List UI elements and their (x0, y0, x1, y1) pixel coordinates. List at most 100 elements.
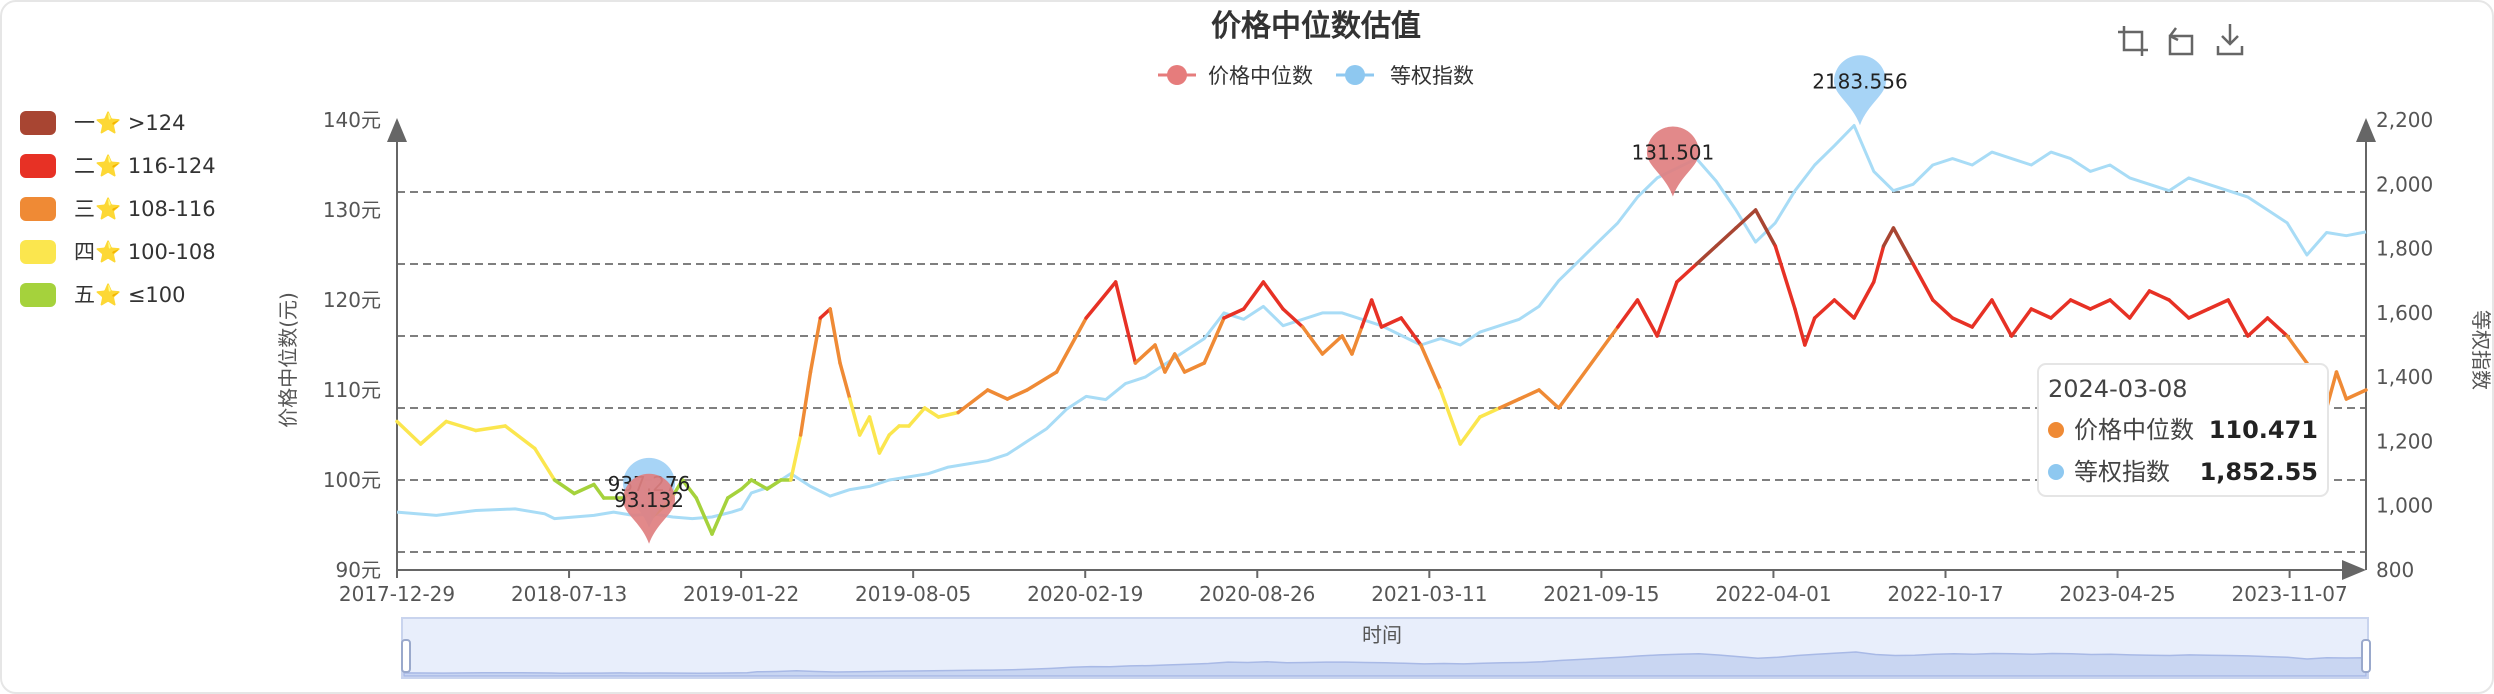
median-price-segment (1182, 361, 1207, 374)
median-price-segment (1241, 280, 1266, 311)
x-tick-label: 2023-11-07 (2231, 582, 2347, 606)
median-price-segment (867, 415, 882, 455)
median-price-segment (877, 433, 891, 455)
median-price-segment (1931, 298, 1955, 320)
y-axis-right-ticks: 800 1,000 1,200 1,400 1,600 1,800 2,000 2,200 (2376, 108, 2433, 582)
y-tick-right: 1,600 (2376, 301, 2433, 325)
series-equal-index (396, 124, 2367, 521)
zoom-area-icon[interactable] (2118, 26, 2148, 56)
median-price-segment (2206, 298, 2230, 311)
median-price-segment (1812, 298, 1837, 320)
visual-map-label: 四⭐ 100-108 (74, 239, 216, 264)
median-price-segment (818, 307, 832, 320)
median-price-segment (2068, 298, 2093, 311)
median-price-segment (1173, 352, 1187, 374)
median-price-segment (1133, 343, 1157, 365)
tooltip-box (2037, 363, 2329, 497)
visual-map-swatch[interactable] (20, 197, 56, 221)
visual-map-swatch[interactable] (20, 240, 56, 264)
median-price-segment (857, 415, 872, 437)
median-price-segment (1458, 415, 1482, 446)
legend-item-median[interactable]: 价格中位数 (1158, 64, 1313, 88)
x-tick-label: 2022-04-01 (1715, 582, 1831, 606)
mark-point-median-max: 131.501 (1632, 126, 1714, 197)
median-price-segment (985, 388, 1010, 401)
median-price-segment (1734, 208, 1758, 230)
legend-label-median: 价格中位数 (1208, 64, 1313, 88)
median-price-segment (533, 446, 557, 482)
visual-map-swatch[interactable] (20, 111, 56, 135)
visual-map-swatch[interactable] (20, 154, 56, 178)
data-zoom-handle-right[interactable] (2361, 639, 2371, 673)
y-tick-left: 100元 (323, 468, 381, 492)
median-price-segment (907, 406, 927, 428)
mark-point-median-min: 93.132 (614, 473, 684, 544)
zoom-reset-icon[interactable] (2168, 27, 2194, 56)
y-tick-left: 110元 (323, 378, 381, 402)
median-price-segment (2049, 298, 2073, 320)
median-price-segment (2147, 289, 2171, 302)
threshold-lines (397, 191, 2366, 553)
x-tick-label: 2020-08-26 (1199, 582, 1315, 606)
median-price-segment (1950, 316, 1974, 329)
visual-map-swatch[interactable] (20, 283, 56, 307)
tooltip-index-name: 等权指数 (2074, 458, 2170, 486)
data-zoom-handle-left[interactable] (401, 639, 411, 673)
tooltip-median-name: 价格中位数 (2074, 416, 2194, 444)
legend: 价格中位数 等权指数 (1158, 64, 1474, 88)
median-price-segment (1694, 244, 1718, 266)
median-price-segment (2167, 298, 2191, 320)
y-tick-left: 90元 (336, 558, 381, 582)
median-price-segment (1222, 307, 1246, 320)
median-price-segment (1990, 298, 2014, 338)
median-price-segment (1773, 244, 1797, 311)
median-price-segment (1202, 316, 1226, 365)
median-price-segment (1872, 244, 1886, 284)
median-price-segment (1911, 262, 1935, 302)
legend-item-equal-index[interactable]: 等权指数 (1336, 64, 1474, 88)
median-price-segment (552, 478, 576, 496)
mark-point-index-max: 2183.556 (1812, 55, 1908, 126)
x-tick-label: 2019-08-05 (855, 582, 971, 606)
median-price-segment (1300, 325, 1325, 356)
median-price-segment (1832, 298, 1856, 320)
x-tick-label: 2017-12-29 (339, 582, 455, 606)
x-axis-ticks: 2017-12-29 2018-07-13 2019-01-22 2019-08-05… (339, 570, 2348, 606)
median-price-segment (2246, 316, 2270, 338)
median-price-segment (1655, 280, 1679, 338)
y-tick-right: 1,200 (2376, 429, 2433, 453)
x-tick-label: 2020-02-19 (1027, 582, 1143, 606)
median-price-segment (2187, 307, 2211, 320)
download-icon[interactable] (2216, 24, 2244, 56)
y-axis-left-label: 价格中位数(元) (276, 292, 300, 428)
tooltip-median-dot (2048, 422, 2064, 438)
median-price-segment (2029, 307, 2053, 320)
equal-index-line (396, 124, 2367, 521)
median-price-segment (1970, 298, 1994, 329)
data-zoom-preview (403, 651, 2367, 677)
median-price-segment (1881, 226, 1896, 248)
median-price-segment (1261, 280, 1285, 311)
median-price-segment (808, 316, 823, 374)
median-price-segment (922, 406, 941, 419)
median-price-segment (1556, 379, 1581, 410)
median-price-segment (1517, 388, 1541, 401)
median-price-segment (2285, 334, 2309, 365)
median-price-segment (1163, 352, 1177, 374)
median-price-segment (572, 482, 596, 496)
median-price-segment (2344, 388, 2368, 401)
axes (387, 118, 2376, 580)
x-axis-arrow (2342, 560, 2366, 580)
median-price-segment (2265, 316, 2289, 338)
tooltip-median-value: 110.471 (2209, 416, 2318, 444)
data-zoom-slider[interactable]: 时间 (401, 617, 2371, 679)
median-price-segment (1537, 388, 1561, 410)
median-price-segment (1369, 298, 1384, 329)
median-price-segment (956, 388, 990, 415)
median-price-segment (848, 397, 862, 437)
median-price-segment (1891, 226, 1915, 266)
x-axis-label: 时间 (1362, 623, 1402, 647)
median-price-segment (2334, 370, 2349, 401)
